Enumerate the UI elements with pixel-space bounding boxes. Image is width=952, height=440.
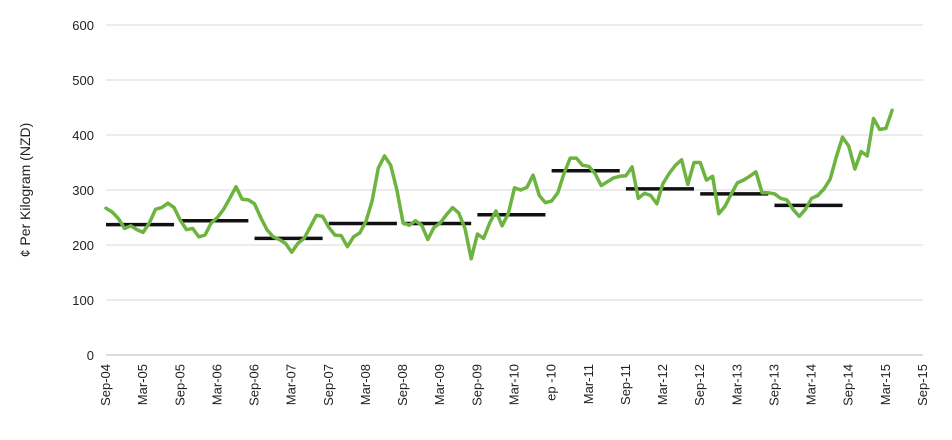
price-line <box>104 108 894 261</box>
x-axis-ticks: Sep-04 Mar-05 Sep-05 Mar-06 Sep-06 Mar-07 Sep-… <box>98 364 930 406</box>
y-tick-label: 300 <box>72 183 94 198</box>
x-tick-label: Mar-13 <box>729 364 744 405</box>
x-tick-label: Sep-08 <box>395 364 410 406</box>
x-tick-label: Mar-09 <box>432 364 447 405</box>
x-tick-label: Sep-11 <box>618 364 633 405</box>
x-tick-label: Sep-13 <box>766 364 781 406</box>
x-tick-label: Sep-06 <box>247 364 262 406</box>
gridlines <box>106 24 923 301</box>
x-tick-label: Mar-12 <box>655 364 670 405</box>
x-tick-label: Mar-14 <box>804 364 819 405</box>
x-tick-label: ep -10 <box>544 364 559 401</box>
x-tick-label: Sep-15 <box>915 364 930 406</box>
y-tick-label: 100 <box>72 293 94 308</box>
x-tick-label: Sep-05 <box>172 364 187 406</box>
x-tick-label: Mar-11 <box>581 364 596 404</box>
y-tick-label: 0 <box>87 348 94 363</box>
x-tick-label: Mar-06 <box>209 364 224 405</box>
x-tick-label: Sep-12 <box>692 364 707 406</box>
period-average-bars <box>106 169 843 241</box>
x-tick-label: Mar-05 <box>135 364 150 405</box>
x-tick-label: Sep-04 <box>98 364 113 406</box>
x-tick-label: Sep-07 <box>321 364 336 406</box>
y-tick-label: 400 <box>72 128 94 143</box>
y-axis-ticks: 0 100 200 300 400 500 600 <box>72 18 94 363</box>
x-tick-label: Mar-08 <box>358 364 373 405</box>
x-tick-label: Sep-09 <box>469 364 484 406</box>
price-series <box>104 108 894 261</box>
y-tick-label: 200 <box>72 238 94 253</box>
y-axis-label: ¢ Per Kilogram (NZD) <box>17 123 33 258</box>
x-tick-label: Sep-14 <box>841 364 856 406</box>
x-tick-label: Mar-10 <box>507 364 522 405</box>
y-tick-label: 600 <box>72 18 94 33</box>
x-tick-label: Mar-07 <box>284 364 299 405</box>
x-tick-label: Mar-15 <box>878 364 893 405</box>
y-tick-label: 500 <box>72 73 94 88</box>
